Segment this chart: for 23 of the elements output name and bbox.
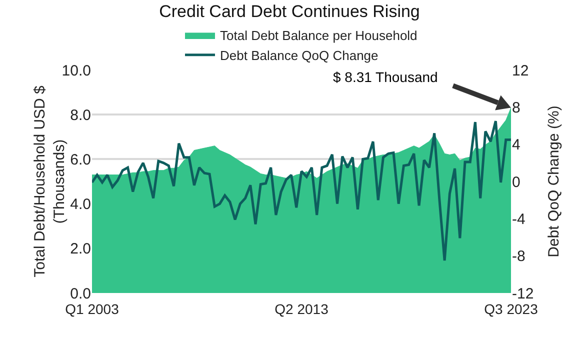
y2-tick-label: 8	[512, 99, 520, 116]
y-tick-label: 4.0	[70, 196, 91, 214]
y2-axis-title: Debt QoQ Change (%)	[546, 106, 562, 258]
annotation: $ 8.31 Thousand	[333, 69, 438, 85]
y-tick-label: 10.0	[62, 62, 91, 80]
legend-label: Debt Balance QoQ Change	[220, 48, 378, 63]
y2-tick-label: 0	[512, 174, 520, 191]
y2-tick-label: -4	[512, 210, 526, 228]
chart-title: Credit Card Debt Continues Rising	[159, 2, 420, 22]
y2-tick-label: -12	[512, 285, 534, 302]
x-tick-label: Q3 2023	[484, 301, 538, 317]
line-series	[92, 120, 511, 262]
y-axis-title: Total Debt/Household USD $ (Thousands)	[32, 84, 68, 278]
y2-tick-label: 12	[512, 62, 529, 80]
y-tick-label: 0.0	[70, 285, 91, 302]
y2-tick-label: 4	[512, 136, 520, 154]
y-tick-label: 8.0	[70, 106, 91, 124]
x-tick-label: Q1 2003	[65, 301, 120, 317]
y2-tick-label: -8	[512, 248, 526, 266]
legend-label: Total Debt Balance per Household	[220, 28, 418, 44]
y-tick-label: 6.0	[70, 151, 91, 168]
y-tick-label: 2.0	[70, 240, 91, 258]
x-tick-label: Q2 2013	[274, 301, 329, 317]
